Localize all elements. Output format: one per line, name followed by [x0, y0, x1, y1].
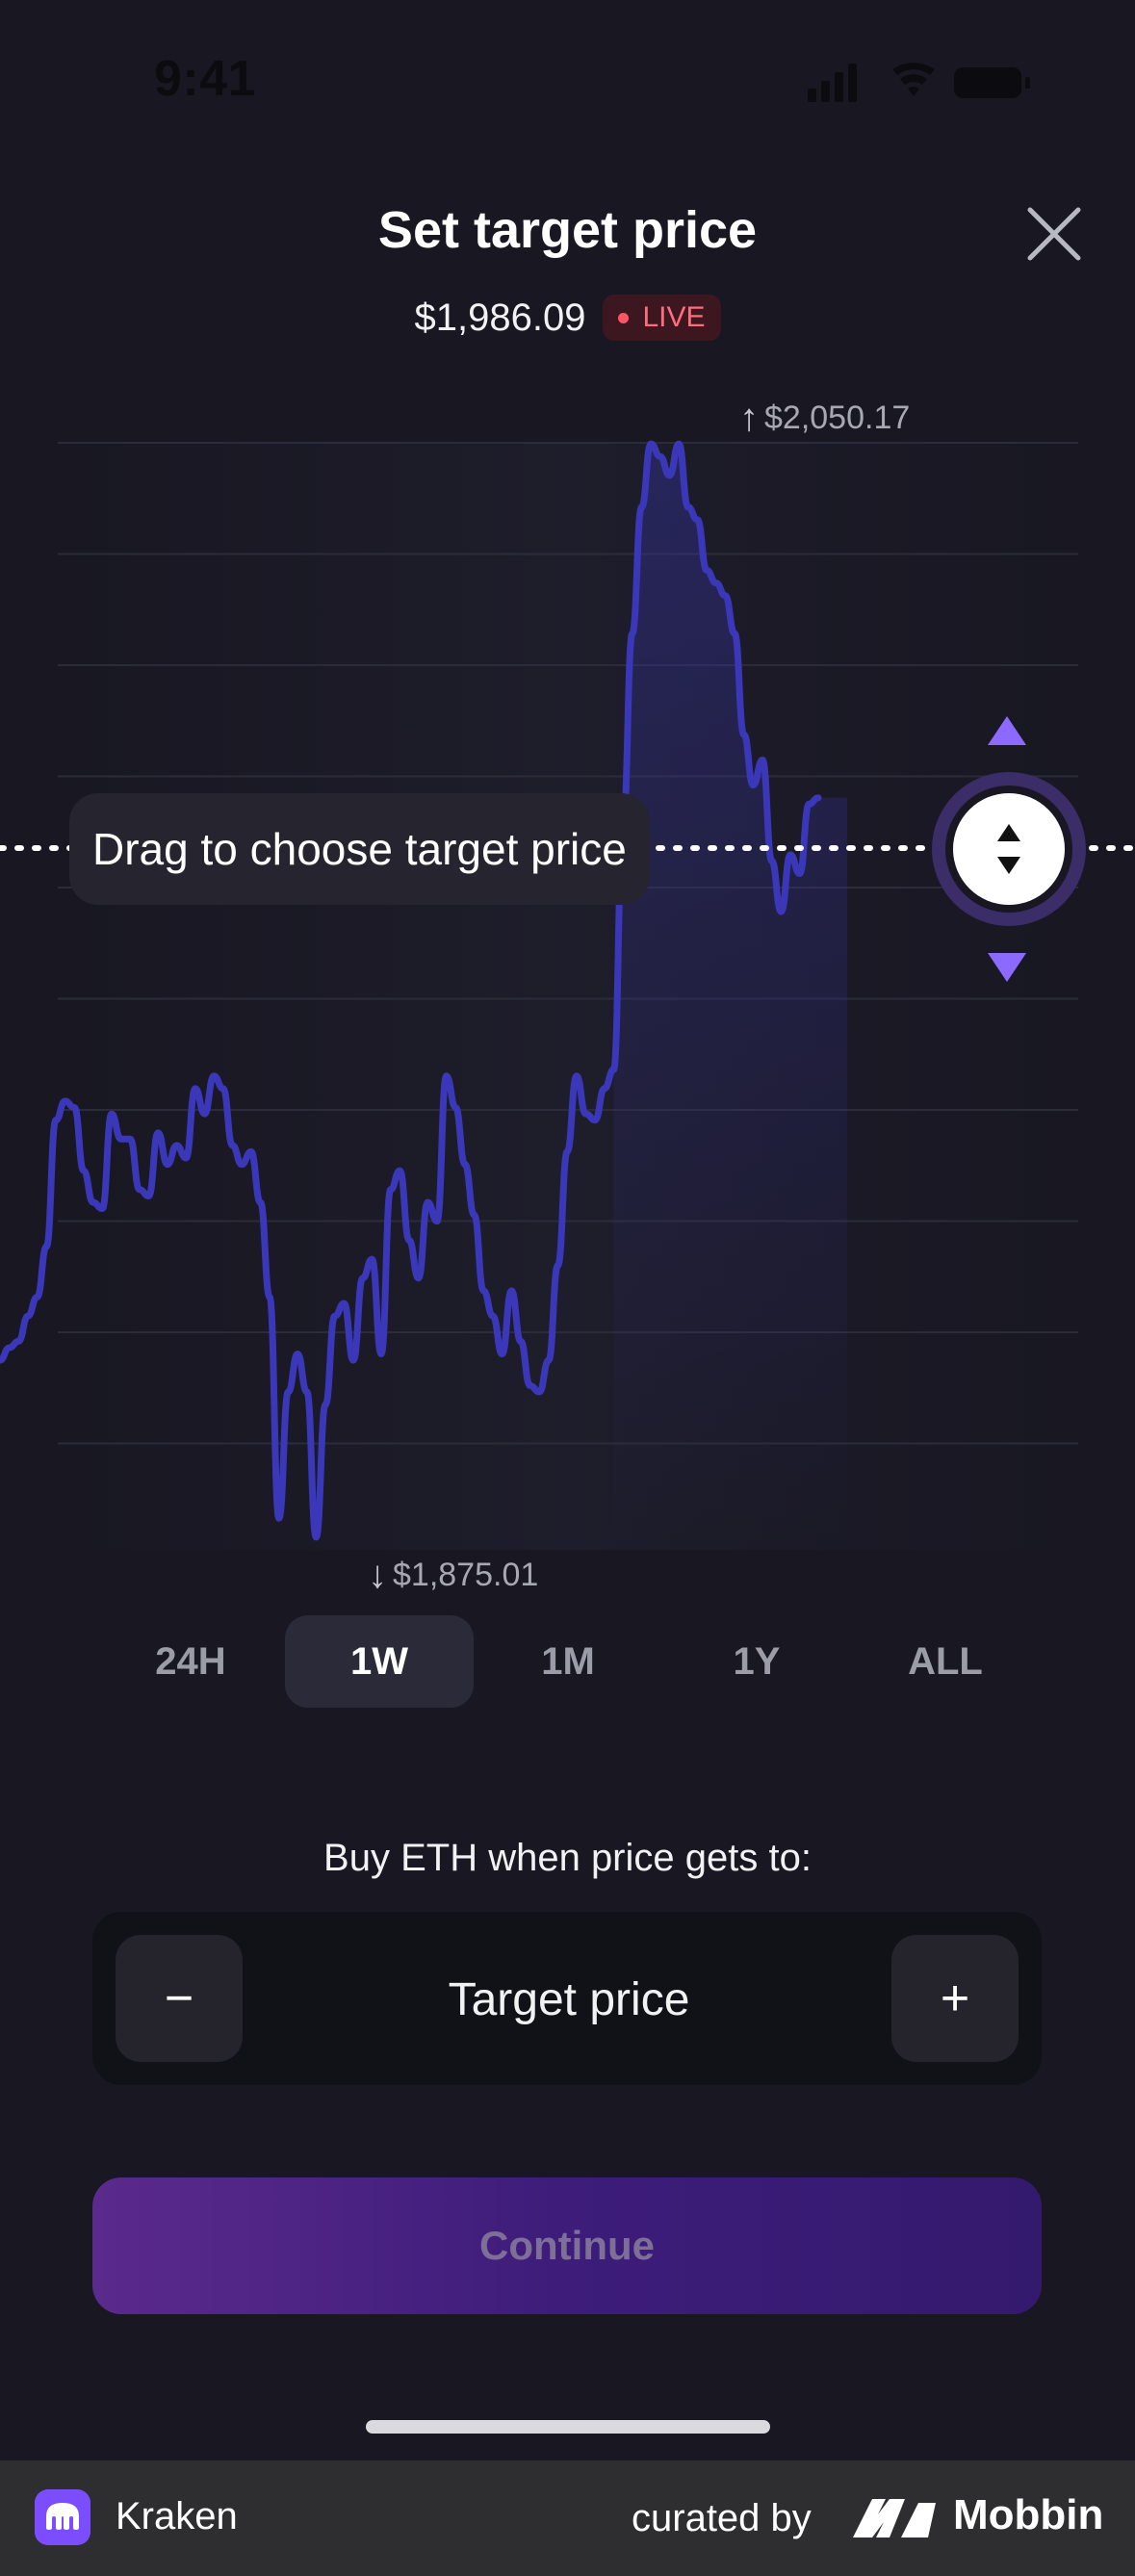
wifi-icon [892, 63, 935, 96]
status-bar: 9:41 [0, 0, 1135, 144]
footer-bar: Kraken curated by Mobbin [0, 2460, 1135, 2576]
live-dot-icon [618, 312, 630, 323]
footer-app-name: Kraken [116, 2495, 238, 2537]
low-price-label: ↓ $1,875.01 [368, 1554, 538, 1597]
chart-svg[interactable] [0, 0, 1135, 1598]
tab-1y[interactable]: 1Y [733, 1639, 781, 1683]
chart-area-fill [613, 444, 847, 1551]
live-label: LIVE [642, 301, 706, 333]
target-price-drag-handle[interactable] [930, 770, 1088, 928]
chart-grid [58, 442, 1078, 1445]
increase-button[interactable]: + [891, 1935, 1019, 2062]
range-tabs: 24H 1W 1M 1Y ALL [96, 1615, 1040, 1708]
handle-up-arrow-icon [988, 716, 1026, 745]
price-row: $1,986.09 LIVE [0, 295, 1135, 341]
arrow-down-icon: ↓ [368, 1554, 387, 1596]
page-title: Set target price [377, 201, 758, 259]
chart-highlight-area [613, 444, 847, 1551]
decrease-button[interactable]: − [116, 1935, 243, 2062]
target-price-stepper: − + [92, 1912, 1042, 2085]
tab-1m[interactable]: 1M [541, 1639, 595, 1683]
handle-down-arrow-icon [988, 953, 1026, 982]
mobbin-logo-icon [853, 2499, 936, 2537]
high-price-value: $2,050.17 [764, 399, 911, 436]
footer-brand: Mobbin [953, 2491, 1104, 2538]
kraken-logo-icon [35, 2489, 90, 2545]
tab-1w[interactable]: 1W [285, 1615, 474, 1708]
tab-24h[interactable]: 24H [155, 1639, 226, 1683]
tab-all[interactable]: ALL [908, 1639, 983, 1683]
live-badge: LIVE [603, 295, 721, 341]
buy-prompt: Buy ETH when price gets to: [323, 1837, 812, 1879]
arrow-up-icon: ↑ [739, 397, 759, 439]
high-price-label: ↑ $2,050.17 [739, 397, 910, 440]
status-icons [808, 63, 1030, 102]
close-icon[interactable] [1020, 200, 1088, 268]
drag-hint-tooltip: Drag to choose target price [69, 793, 650, 905]
chart-backdrop [39, 443, 1097, 1550]
signal-icon [808, 64, 857, 102]
target-price-input[interactable] [266, 1950, 872, 2048]
price-line-series [0, 440, 822, 1541]
footer-curated-by: curated by [632, 2497, 812, 2539]
status-time: 9:41 [154, 51, 257, 107]
low-price-value: $1,875.01 [393, 1557, 539, 1593]
battery-icon [954, 67, 1030, 98]
home-indicator [366, 2420, 770, 2434]
current-price: $1,986.09 [414, 296, 586, 339]
continue-button[interactable]: Continue [92, 2177, 1042, 2314]
